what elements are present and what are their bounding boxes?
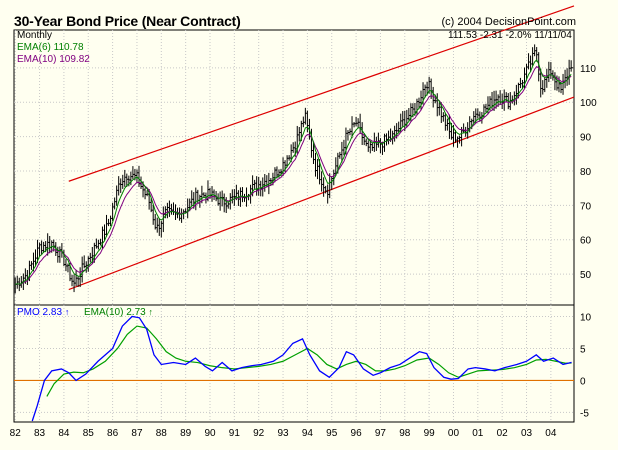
legend-stats: 111.53 -2.31 -2.0% 11/11/04 [448, 30, 572, 41]
legend-ema6: EMA(6) 110.78 [17, 42, 84, 53]
x-tick-label: 82 [10, 428, 22, 439]
y-tick-label: 5 [580, 344, 586, 355]
x-tick-label: 87 [131, 428, 143, 439]
x-tick-label: 84 [58, 428, 70, 439]
pmo-axis-labels: -5 0 5 10 [580, 313, 592, 420]
pmo-value: PMO 2.83 [17, 307, 63, 318]
y-tick-label: 100 [580, 98, 597, 109]
x-axis-labels: 82 83 84 85 86 87 88 89 90 91 92 93 94 95 96 97 98 99 00 01… [10, 428, 557, 439]
legend-ema10: EMA(10) 109.82 [17, 54, 90, 65]
arrow-up-icon: ↑ [64, 307, 70, 317]
y-tick-label: 90 [580, 133, 592, 144]
ema-lines [15, 58, 572, 285]
y-tick-label: 10 [580, 313, 592, 324]
x-tick-label: 91 [229, 428, 241, 439]
ema6-line [15, 58, 572, 285]
x-tick-label: 04 [545, 428, 557, 439]
x-tick-label: 89 [180, 428, 192, 439]
x-tick-label: 90 [204, 428, 216, 439]
price-panel [13, 29, 575, 306]
arrow-up-icon: ↑ [148, 307, 153, 317]
pmo-ema-line [46, 325, 572, 397]
x-tick-label: 85 [83, 428, 95, 439]
x-tick-label: 97 [375, 428, 387, 439]
price-bars [14, 44, 574, 294]
y-tick-label: 60 [580, 236, 592, 247]
y-tick-label: 70 [580, 201, 592, 212]
legend-pmo-ema: EMA(10) 2.73 ↑ [84, 307, 153, 318]
chart-title: 30-Year Bond Price (Near Contract) [14, 13, 241, 29]
x-tick-label: 98 [399, 428, 411, 439]
y-tick-label: -5 [580, 408, 589, 419]
channel-line [68, 5, 575, 182]
pmo-line [31, 315, 572, 422]
x-tick-label: 96 [351, 428, 363, 439]
y-tick-label: 50 [580, 270, 592, 281]
channel-line [68, 96, 575, 291]
trend-channel [68, 5, 575, 291]
x-tick-label: 88 [156, 428, 168, 439]
copyright: (c) 2004 DecisionPoint.com [441, 16, 576, 28]
x-tick-label: 01 [472, 428, 484, 439]
legend-pmo: PMO 2.83 ↑ [17, 307, 69, 318]
x-tick-label: 99 [424, 428, 436, 439]
y-tick-label: 110 [580, 64, 596, 75]
x-tick-label: 95 [326, 428, 338, 439]
x-tick-label: 86 [107, 428, 119, 439]
price-axis-labels: 50 60 70 80 90 100 110 [580, 64, 597, 281]
x-tick-label: 93 [277, 428, 289, 439]
pmo-lines [31, 315, 572, 422]
x-tick-label: 83 [34, 428, 46, 439]
pmo-ema-value: EMA(10) 2.73 [84, 307, 146, 318]
pmo-panel [13, 304, 575, 423]
x-tick-label: 02 [497, 428, 509, 439]
price-grid [14, 30, 574, 305]
x-tick-label: 94 [302, 428, 314, 439]
x-tick-label: 03 [521, 428, 533, 439]
x-tick-label: 00 [448, 428, 460, 439]
pmo-grid [14, 305, 574, 422]
legend-monthly: Monthly [17, 30, 53, 41]
x-tick-label: 92 [253, 428, 265, 439]
y-tick-label: 80 [580, 167, 592, 178]
y-tick-label: 0 [580, 376, 586, 387]
ema10-line [15, 65, 572, 285]
